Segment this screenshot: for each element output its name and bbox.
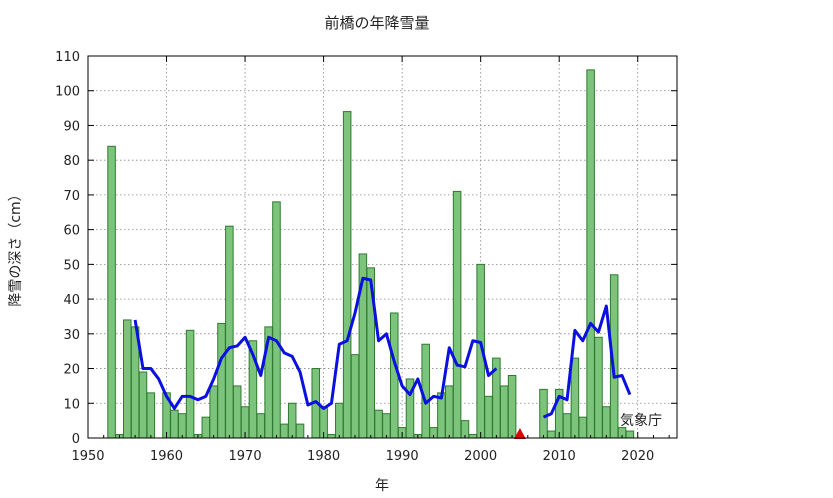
snowfall-bar — [382, 413, 391, 439]
snowfall-bar — [225, 225, 234, 439]
x-tick-label: 1950 — [71, 449, 104, 464]
x-tick-label: 2020 — [621, 449, 654, 464]
snowfall-bar — [374, 409, 383, 439]
x-axis-ticks: 1950 1960 1970 1980 1990 2000 2010 2020 — [71, 56, 670, 464]
snowfall-bar — [201, 416, 211, 439]
snowfall-bar — [287, 402, 297, 439]
snowfall-bar — [586, 69, 595, 439]
x-tick-label: 2000 — [464, 449, 497, 464]
snowfall-bar — [335, 402, 344, 439]
snowfall-bar — [437, 392, 446, 439]
y-tick-label: 60 — [63, 224, 80, 239]
snowfall-bar — [327, 434, 336, 439]
snowfall-bar — [107, 145, 116, 439]
y-tick-label: 90 — [63, 119, 80, 134]
snowfall-bar — [570, 357, 580, 439]
snowfall-bar — [146, 392, 156, 439]
snowfall-bar — [468, 434, 478, 439]
snowfall-bar — [452, 190, 462, 439]
y-axis-ticks: 0 10 20 30 40 50 60 70 80 90 100 110 — [55, 50, 677, 447]
snowfall-bar — [256, 413, 266, 439]
snowfall-bar — [547, 430, 556, 439]
y-tick-label: 80 — [63, 154, 80, 169]
marker-series — [513, 428, 526, 439]
snowfall-bar — [390, 312, 399, 439]
y-tick-label: 20 — [63, 363, 80, 378]
snowfall-bar — [217, 322, 226, 439]
snowfall-bar — [350, 354, 360, 439]
snowfall-bar — [444, 385, 454, 439]
snowfall-bar — [280, 423, 289, 439]
y-tick-label: 110 — [55, 50, 80, 65]
snowfall-bar — [594, 336, 603, 439]
snowfall-bar — [185, 329, 195, 439]
snowfall-bar — [295, 423, 305, 439]
relocation-marker — [513, 428, 526, 439]
snowfall-bar — [209, 385, 218, 439]
snowfall-bar — [122, 319, 132, 439]
chart-title: 前橋の年降雪量 — [324, 14, 429, 32]
snowfall-bar — [272, 201, 281, 439]
x-tick-label: 2010 — [543, 449, 576, 464]
x-tick-label: 1990 — [386, 449, 419, 464]
snowfall-bar — [578, 416, 588, 439]
bar-series — [107, 69, 635, 439]
snowfall-bar — [562, 413, 572, 439]
snowfall-bar — [232, 385, 242, 439]
y-tick-label: 10 — [63, 397, 80, 412]
snowfall-bar — [170, 409, 179, 439]
snowfall-bar — [539, 388, 548, 439]
y-tick-label: 0 — [72, 432, 80, 447]
snowfall-bar — [177, 413, 187, 439]
snowfall-bar — [602, 406, 611, 439]
source-note: 気象庁 — [620, 413, 662, 429]
snowfall-bar — [507, 374, 517, 439]
snowfall-bar — [342, 111, 352, 439]
snowfall-bar — [484, 395, 493, 439]
plot-frame — [87, 55, 678, 439]
y-axis-label: 降雪の深さ（cm） — [8, 187, 24, 306]
x-tick-label: 1970 — [229, 449, 262, 464]
line-series — [133, 276, 632, 419]
y-tick-label: 30 — [63, 328, 80, 343]
snowfall-bar — [625, 430, 635, 439]
y-tick-label: 50 — [63, 258, 80, 273]
x-axis-label: 年 — [375, 478, 389, 494]
x-tick-label: 1980 — [307, 449, 340, 464]
y-tick-label: 40 — [63, 293, 80, 308]
snowfall-bar — [499, 385, 509, 439]
moving-average-line — [133, 276, 498, 410]
y-tick-label: 70 — [63, 189, 80, 204]
y-tick-label: 100 — [55, 85, 80, 100]
moving-average-line — [542, 304, 632, 419]
x-tick-label: 1960 — [150, 449, 183, 464]
snowfall-bar — [138, 371, 148, 439]
